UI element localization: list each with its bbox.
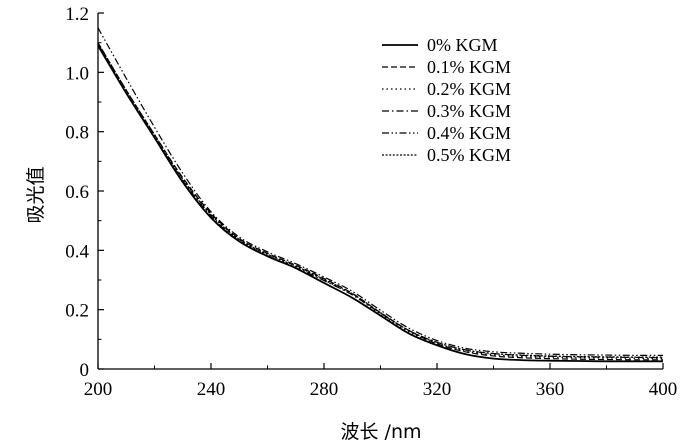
legend-label-1: 0.1% KGM [427, 57, 511, 77]
x-tick-label: 280 [310, 379, 339, 400]
series-line-2 [97, 42, 664, 360]
y-tick-label: 0.4 [65, 241, 89, 262]
x-tick-label: 240 [197, 379, 226, 400]
legend-label-3: 0.3% KGM [427, 101, 511, 121]
x-tick-label: 200 [84, 379, 113, 400]
series-line-4 [97, 27, 664, 356]
series-line-1 [97, 42, 664, 361]
x-tick-label: 360 [536, 379, 565, 400]
series-line-3 [97, 43, 664, 359]
x-axis-title: 波长 /nm [341, 421, 422, 443]
legend-label-4: 0.4% KGM [427, 123, 511, 143]
y-tick-label: 0.2 [65, 301, 89, 322]
y-tick-label: 0.6 [65, 182, 89, 203]
x-tick-label: 320 [423, 379, 452, 400]
y-tick-label: 0.8 [65, 123, 89, 144]
axes: 200 240 280 320 360 400 0 0.2 0.4 0.6 0.8 1.0 1.2 [65, 4, 677, 400]
legend-label-0: 0% KGM [427, 35, 498, 55]
y-tick-label: 0 [80, 360, 90, 381]
series-line-5 [97, 42, 664, 358]
y-tick-label: 1.0 [65, 63, 89, 84]
legend-label-2: 0.2% KGM [427, 79, 511, 99]
legend-label-5: 0.5% KGM [427, 145, 511, 165]
x-tick-label: 400 [649, 379, 678, 400]
series-line-0 [97, 45, 663, 363]
y-tick-label: 1.2 [65, 4, 89, 25]
y-axis-title: 吸光值 [25, 166, 47, 223]
series-layer [97, 27, 664, 363]
